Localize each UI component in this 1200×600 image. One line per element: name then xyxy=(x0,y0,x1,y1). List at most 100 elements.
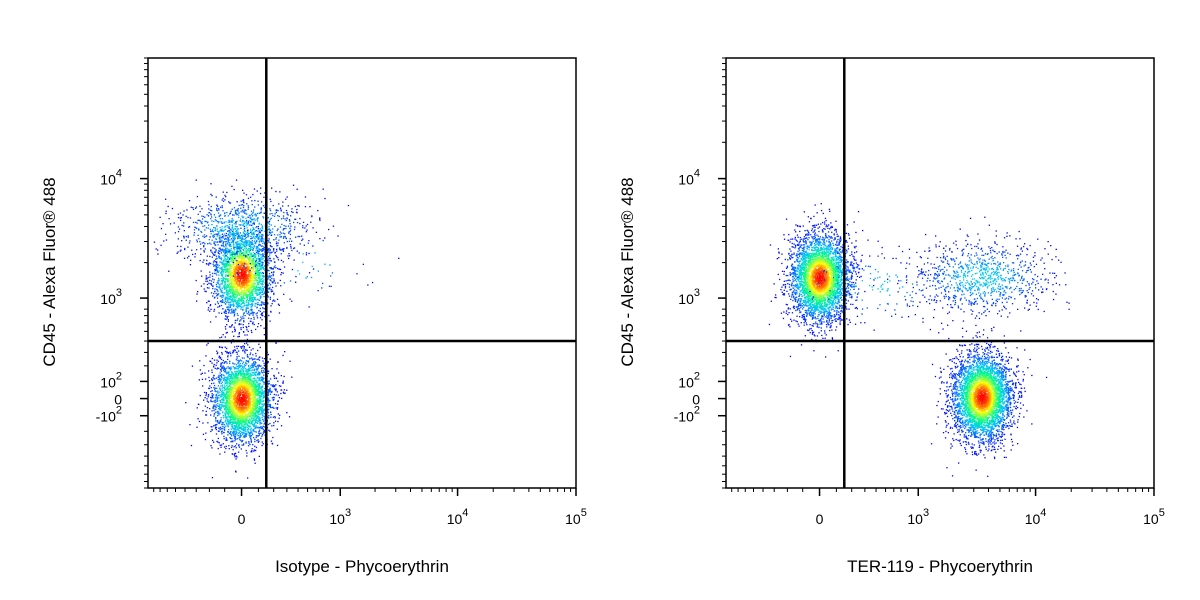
event-dot xyxy=(267,372,269,375)
event-dot xyxy=(272,384,274,386)
event-dot xyxy=(241,404,243,406)
event-dot xyxy=(273,377,276,379)
event-dot xyxy=(263,253,265,255)
event-dot xyxy=(244,364,246,367)
event-dot xyxy=(251,374,253,376)
event-dot xyxy=(230,412,232,414)
event-dot xyxy=(261,414,264,416)
event-dot xyxy=(256,246,258,248)
event-dot xyxy=(241,241,243,243)
event-dot xyxy=(242,269,244,271)
event-dot xyxy=(230,304,232,306)
plot-panel-left: 0 103 104 105 -102 0 102 103 104 CD45 - Alexa Fl… xyxy=(40,57,587,576)
event-dot xyxy=(232,412,234,414)
event-dot xyxy=(274,403,277,405)
event-dot xyxy=(233,417,236,419)
event-dot xyxy=(231,372,233,374)
event-dot xyxy=(267,303,269,305)
event-dot xyxy=(220,376,222,378)
event-dot xyxy=(219,284,221,286)
event-dot xyxy=(243,381,245,383)
event-dot xyxy=(255,422,257,424)
event-dot xyxy=(250,376,252,378)
event-dot xyxy=(217,385,220,387)
event-dot xyxy=(219,399,221,402)
event-dot xyxy=(280,389,282,391)
event-dot xyxy=(231,304,233,306)
event-dot xyxy=(229,270,231,273)
event-dot xyxy=(241,409,243,411)
event-dot xyxy=(251,392,253,394)
event-dot xyxy=(246,426,249,428)
event-dot xyxy=(235,471,237,473)
event-dot xyxy=(238,369,240,371)
event-dot xyxy=(233,262,235,265)
event-dot xyxy=(216,397,219,399)
event-dot xyxy=(244,412,246,414)
event-dot xyxy=(236,386,239,388)
event-dot xyxy=(253,402,255,404)
event-dot xyxy=(210,390,212,393)
event-dot xyxy=(252,313,254,315)
event-dot xyxy=(226,419,229,421)
event-dot xyxy=(215,395,217,397)
event-dot xyxy=(234,371,236,373)
event-dot xyxy=(257,277,259,279)
event-dot xyxy=(256,368,258,370)
event-dot xyxy=(234,418,237,420)
event-dot xyxy=(252,385,254,387)
event-dot xyxy=(238,270,240,272)
event-dot xyxy=(232,382,234,385)
event-dot xyxy=(254,445,256,447)
event-dot xyxy=(224,346,226,348)
event-dot xyxy=(245,307,247,309)
event-dot xyxy=(238,385,241,387)
event-dot xyxy=(225,447,227,450)
event-dot xyxy=(230,393,232,395)
event-dot xyxy=(253,398,255,400)
event-dot xyxy=(242,383,244,385)
event-dot xyxy=(221,392,223,394)
event-dot xyxy=(259,288,261,290)
event-dot xyxy=(223,426,225,428)
event-dot xyxy=(249,391,251,393)
event-dot xyxy=(248,313,250,315)
event-dot xyxy=(243,275,246,277)
event-dot xyxy=(226,347,228,350)
event-dot xyxy=(249,289,251,291)
event-dot xyxy=(229,382,231,384)
event-dot xyxy=(253,361,255,363)
event-dot xyxy=(223,435,225,438)
event-dot xyxy=(249,272,251,275)
event-dot xyxy=(240,369,242,371)
event-dot xyxy=(264,426,266,428)
event-dot xyxy=(244,382,246,385)
event-dot xyxy=(259,429,261,431)
event-dot xyxy=(245,435,247,438)
event-dot xyxy=(252,400,254,403)
event-dot xyxy=(282,272,284,274)
event-dot xyxy=(219,369,222,371)
event-dot xyxy=(261,290,264,292)
event-dot xyxy=(251,397,253,400)
event-dot xyxy=(204,372,206,374)
event-dot xyxy=(240,265,243,267)
event-dot xyxy=(206,400,209,402)
event-dot xyxy=(214,408,216,410)
event-dot xyxy=(243,388,245,390)
event-dot xyxy=(231,405,233,407)
event-dot xyxy=(214,290,216,293)
event-dot xyxy=(254,416,256,418)
event-dot xyxy=(233,245,235,247)
event-dot xyxy=(250,440,252,443)
event-dot xyxy=(219,256,221,258)
event-dot xyxy=(214,405,216,407)
event-dot xyxy=(231,453,233,455)
event-dot xyxy=(271,425,273,427)
event-dot xyxy=(235,425,238,427)
event-dot xyxy=(277,228,279,230)
event-dot xyxy=(232,408,234,410)
event-dot xyxy=(217,410,219,412)
event-dot xyxy=(214,388,216,390)
event-dot xyxy=(241,386,243,388)
